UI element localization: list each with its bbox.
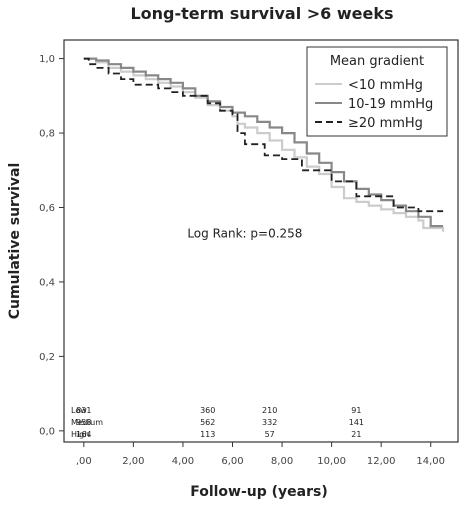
risk-cell: 958 (76, 418, 91, 427)
x-axis-title: Follow-up (years) (190, 484, 328, 500)
legend-label: <10 mmHg (348, 78, 423, 93)
series-line-low (83, 57, 445, 232)
x-tick-label: 2,00 (122, 456, 144, 467)
y-tick-label: 0,8 (39, 129, 55, 140)
legend-label: 10-19 mmHg (348, 97, 433, 112)
y-tick-label: 0,2 (39, 352, 55, 363)
risk-cell: 57 (265, 430, 275, 439)
x-tick-label: 12,00 (367, 456, 396, 467)
x-axis-ticks: ,00 2,00 4,00 6,00 8,00 10,00 12,00 14,00 (76, 442, 445, 467)
risk-cell: 21 (351, 430, 361, 439)
legend-label: ≥20 mmHg (348, 116, 423, 131)
risk-row-label: High (71, 430, 89, 439)
series-line-medium (83, 57, 444, 228)
y-tick-label: 0,6 (39, 203, 55, 214)
risk-cell: 91 (351, 406, 361, 415)
x-tick-label: 8,00 (271, 456, 293, 467)
risk-cell: 831 (76, 406, 91, 415)
risk-cell: 360 (200, 406, 215, 415)
y-tick-label: 0,4 (39, 277, 55, 288)
series-lines (83, 57, 445, 232)
legend-title: Mean gradient (330, 54, 424, 69)
y-axis-ticks: 0,0 0,2 0,4 0,6 0,8 1,0 (39, 54, 64, 437)
risk-cell: 562 (200, 418, 215, 427)
risk-cell: 210 (262, 406, 277, 415)
risk-row-label: Low (71, 406, 87, 415)
x-tick-label: ,00 (76, 456, 92, 467)
y-tick-label: 1,0 (39, 54, 55, 65)
legend-entries: <10 mmHg 10-19 mmHg ≥20 mmHg (315, 78, 433, 131)
y-tick-label: 0,0 (39, 426, 55, 437)
series-line-high (83, 57, 444, 213)
chart-title: Long-term survival >6 weeks (130, 4, 393, 23)
risk-cell: 113 (200, 430, 215, 439)
risk-cell: 141 (349, 418, 364, 427)
x-tick-label: 6,00 (221, 456, 243, 467)
log-rank-annotation: Log Rank: p=0.258 (187, 226, 302, 240)
x-tick-label: 10,00 (317, 456, 346, 467)
x-tick-label: 14,00 (416, 456, 445, 467)
risk-row-label: Medium (71, 418, 103, 427)
legend: Mean gradient <10 mmHg 10-19 mmHg ≥20 mmHg (306, 46, 448, 137)
risk-cell: 332 (262, 418, 277, 427)
risk-cell: 164 (76, 430, 91, 439)
x-tick-label: 4,00 (172, 456, 194, 467)
y-axis-title: Cumulative survival (7, 163, 23, 320)
